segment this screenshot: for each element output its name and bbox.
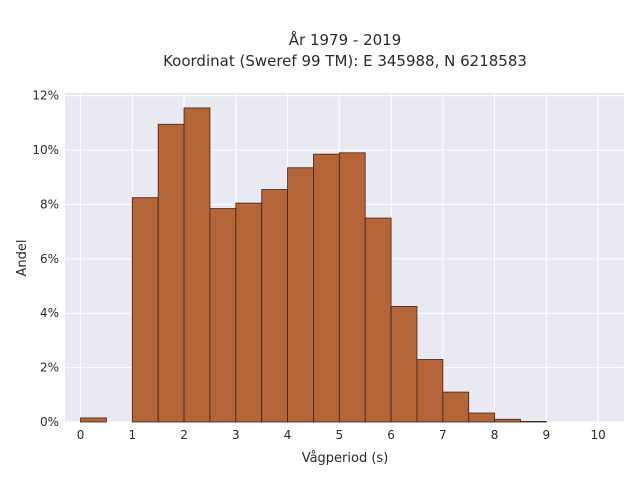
bars — [80, 107, 547, 423]
histogram-bar — [157, 123, 185, 423]
x-axis-label: Vågperiod (s) — [302, 451, 389, 466]
y-tick-label: 8% — [40, 197, 59, 211]
histogram-bar — [338, 152, 366, 423]
histogram-bar — [364, 217, 392, 423]
y-tick-label: 10% — [32, 143, 59, 157]
y-axis-ticks: 0% 2% 4% 6% 8% 10% 12% — [32, 89, 59, 429]
x-tick-label: 2 — [180, 428, 188, 442]
x-tick-label: 6 — [387, 428, 395, 442]
x-axis-ticks: 0 1 2 3 4 5 6 7 8 9 10 — [77, 428, 606, 442]
x-tick-label: 4 — [284, 428, 292, 442]
histogram-bar — [287, 167, 314, 423]
chart-title-line2: Koordinat (Sweref 99 TM): E 345988, N 62… — [163, 52, 527, 70]
y-axis-label: Andel — [15, 240, 30, 277]
histogram-bar — [80, 417, 107, 423]
histogram-bar — [442, 391, 470, 423]
histogram-bar — [390, 306, 418, 423]
x-tick-label: 1 — [128, 428, 136, 442]
histogram-bar — [183, 107, 211, 423]
x-tick-label: 5 — [336, 428, 344, 442]
y-tick-label: 4% — [40, 306, 59, 320]
histogram-bar — [235, 202, 263, 423]
histogram-bar — [416, 359, 444, 423]
chart-title-line1: År 1979 - 2019 — [289, 30, 402, 49]
x-tick-label: 7 — [439, 428, 447, 442]
histogram-bar — [520, 421, 547, 423]
y-tick-label: 12% — [32, 89, 59, 103]
y-tick-label: 6% — [40, 252, 59, 266]
y-tick-label: 0% — [40, 415, 59, 429]
histogram-bar — [468, 412, 496, 423]
histogram-bar — [131, 197, 159, 423]
x-tick-label: 9 — [543, 428, 551, 442]
histogram-bar — [261, 189, 288, 423]
x-tick-label: 0 — [77, 428, 85, 442]
x-tick-label: 3 — [232, 428, 240, 442]
histogram-bar — [313, 153, 340, 423]
histogram-bar — [209, 208, 237, 423]
x-tick-label: 8 — [491, 428, 499, 442]
x-tick-label: 10 — [590, 428, 605, 442]
histogram-bar — [494, 418, 521, 423]
y-tick-label: 2% — [40, 361, 59, 375]
